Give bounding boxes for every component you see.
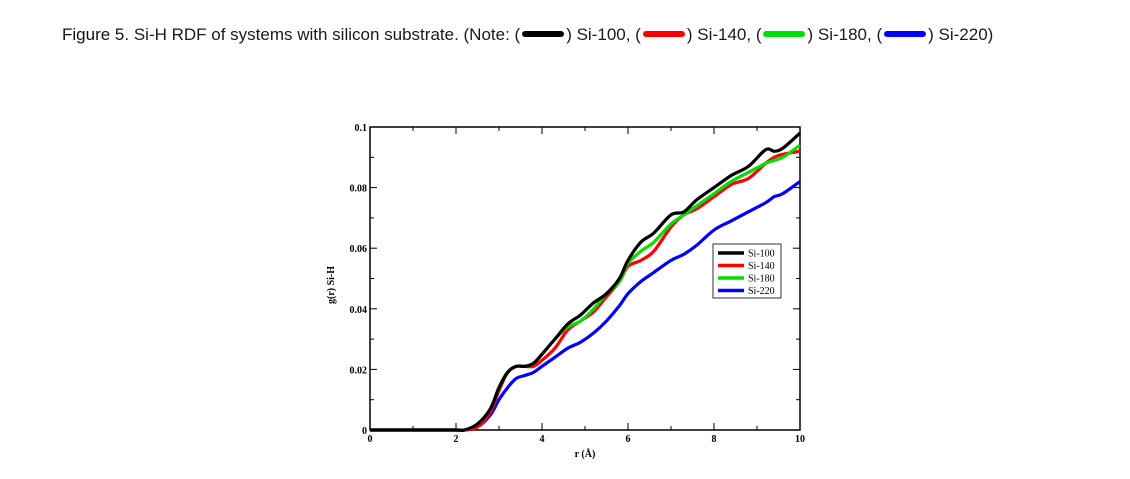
caption-item-si-100: Si-100 [576,25,626,44]
swatch-si-180 [763,30,806,37]
x-tick-label: 6 [626,434,631,445]
swatch-si-100 [522,30,565,37]
series-line-si-100 [370,131,802,433]
y-axis-label: g(r) Si-H [326,266,337,304]
legend-label-si-140: Si-140 [748,261,775,272]
legend-label-si-220: Si-220 [748,286,775,297]
series-line-si-220 [370,180,801,432]
x-axis-label: r (Å) [575,448,596,460]
x-tick-label: 8 [712,434,717,445]
caption-item-si-140: Si-140 [697,25,747,44]
x-tick-label: 2 [454,434,459,445]
legend-label-si-180: Si-180 [748,274,775,285]
swatch-si-140 [642,30,685,37]
x-tick-label: 4 [540,434,545,445]
y-tick-label: 0.1 [355,123,368,134]
figure-caption: Figure 5. Si-H RDF of systems with silic… [62,25,994,44]
x-tick-label: 10 [795,434,805,445]
y-tick-label: 0.08 [350,184,368,195]
y-tick-label: 0 [362,426,367,437]
swatch-si-220 [884,30,927,37]
legend-label-si-100: Si-100 [748,249,775,260]
y-tick-label: 0.06 [350,244,368,255]
caption-text: Si-H RDF of systems with silicon substra… [133,25,510,44]
y-tick-label: 0.04 [350,305,368,316]
x-tick-label: 0 [368,434,373,445]
axis-ticks: 0 2 4 6 8 10 0 0.02 0.04 0.06 0.08 0.1 [350,123,806,445]
y-tick-label: 0.02 [350,365,368,376]
caption-item-si-180: Si-180 [817,25,868,44]
caption-item-si-220: Si-220 [938,25,988,44]
figure-label: Figure 5. [62,25,130,44]
series-lines [370,131,802,433]
